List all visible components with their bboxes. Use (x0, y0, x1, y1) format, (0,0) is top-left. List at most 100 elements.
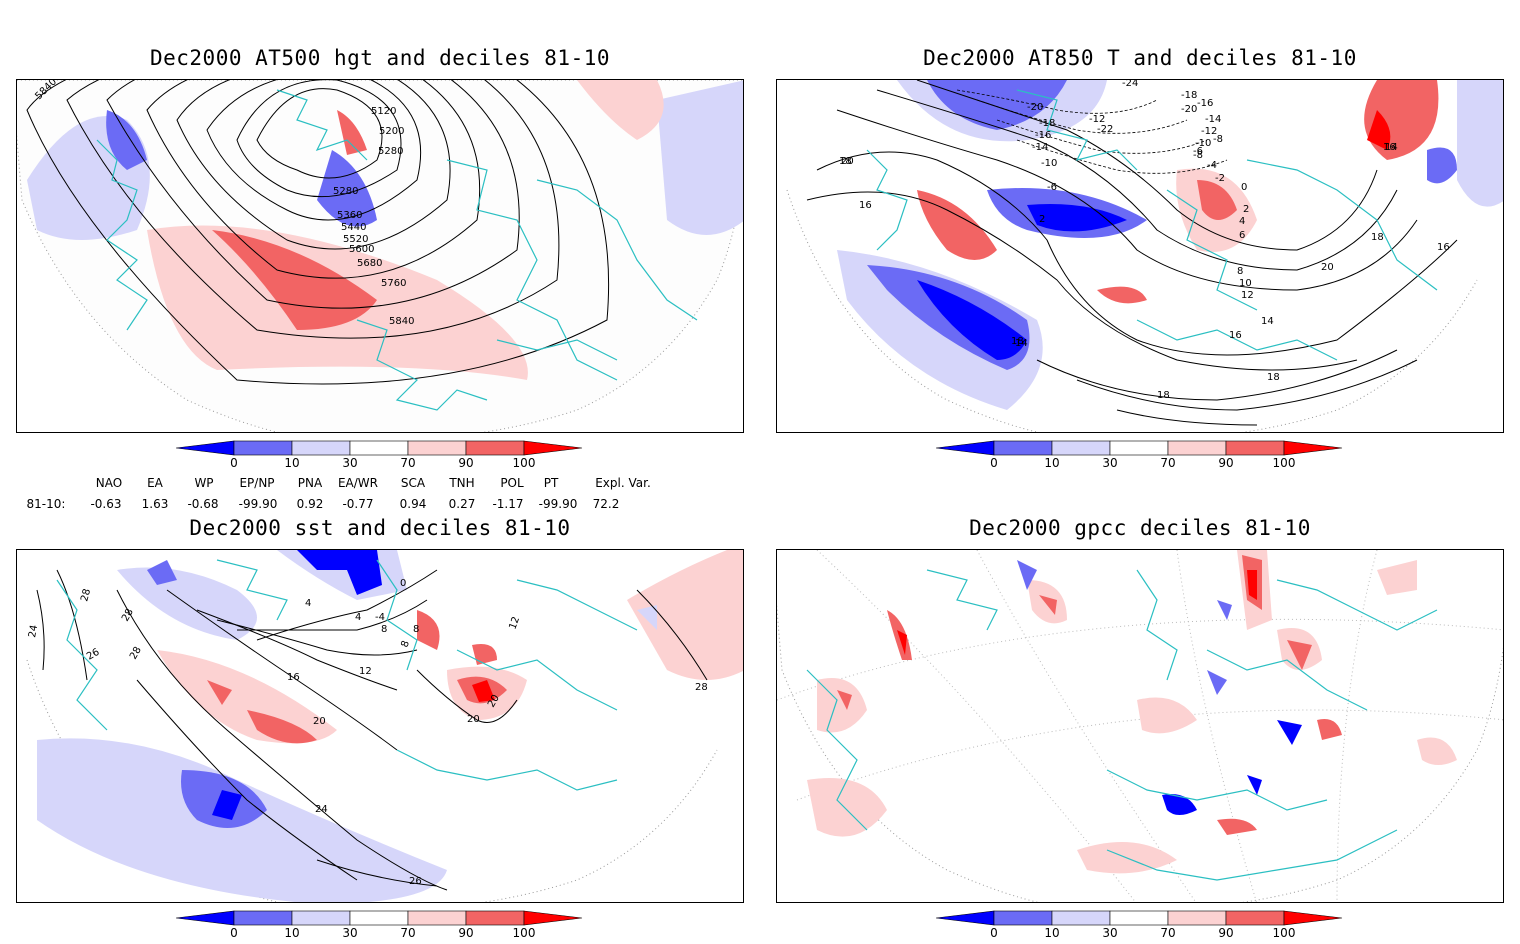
panel-2-map: -24 -20 -18 -16 -14 -12 -10 -8 -6 -4 -2 … (776, 79, 1504, 433)
colorbar-3-label: 90 (458, 926, 474, 940)
colorbar-segment (349, 910, 409, 926)
p2-contour-label: 16 (859, 200, 872, 211)
p2-contour-label: -14 (1032, 142, 1048, 153)
p2-contour-label: -16 (1035, 130, 1051, 141)
panel-1-title: Dec2000 AT500 hgt and deciles 81-10 (149, 46, 610, 70)
colorbar-1-label: 90 (458, 456, 474, 470)
p3-contour-label: 20 (313, 716, 326, 727)
p1-contour-label: 5680 (357, 258, 382, 269)
index-value: -1.17 (492, 497, 524, 511)
p2-contour-label: -2 (1215, 173, 1225, 184)
colorbar-high-triangle (1283, 910, 1343, 926)
colorbar-4-label: 30 (1102, 926, 1118, 940)
p2-contour-label: 18 (1157, 390, 1170, 401)
p2-contour-label: -16 (1197, 98, 1213, 109)
panel-4-title: Dec2000 gpcc deciles 81-10 (969, 516, 1311, 540)
p3-contour-label: 16 (287, 672, 300, 683)
p2-contour-label: 16 (1229, 330, 1242, 341)
p2-contour-label: -6 (1047, 182, 1057, 193)
colorbar-low-triangle (176, 910, 235, 926)
panel-2-map-graphic: -24 -20 -18 -16 -14 -12 -10 -8 -6 -4 -2 … (786, 80, 1503, 432)
colorbar-segment (1051, 910, 1111, 926)
p2-contour-label: 16 (1437, 242, 1450, 253)
colorbar-4-label: 10 (1044, 926, 1060, 940)
p2-contour-label: 20 (1321, 262, 1334, 273)
colorbar-low-triangle (936, 910, 995, 926)
p2-contour-label: -24 (1122, 80, 1138, 89)
p1-contour-label: 5760 (381, 278, 406, 289)
p1-contour-label: 5360 (337, 210, 362, 221)
colorbar-4-label: 0 (990, 926, 998, 940)
colorbar-3-label: 70 (400, 926, 416, 940)
colorbar-1-label: 70 (400, 456, 416, 470)
p3-contour-label: 8 (381, 624, 387, 635)
p2-contour-label: 2 (1243, 204, 1249, 215)
colorbar-2-label: 10 (1044, 456, 1060, 470)
p3-contour-label: 28 (128, 645, 144, 662)
colorbar-2-label: 100 (1272, 456, 1296, 470)
p1-contour-label: 5200 (379, 126, 404, 137)
p2-contour-label: -18 (1039, 118, 1055, 129)
colorbar-segment (1167, 910, 1227, 926)
colorbar-1-scale (176, 440, 583, 456)
p3-contour-label: 26 (409, 876, 422, 887)
p2-contour-label: -20 (1027, 102, 1043, 113)
p2-contour-label: 16 (1383, 142, 1396, 153)
colorbar-segment (465, 910, 525, 926)
p2-contour-label: -8 (1213, 134, 1223, 145)
p2-contour-label: 18 (1011, 336, 1024, 347)
index-header: WP (194, 476, 214, 490)
p2-contour-label: 8 (1237, 266, 1243, 277)
colorbar-segment (233, 910, 293, 926)
p1-contour-label: 5120 (371, 106, 396, 117)
p1-contour-label: 5600 (349, 244, 374, 255)
index-value: 72.2 (592, 497, 620, 511)
index-header: TNH (449, 476, 475, 490)
colorbar-segment (1167, 440, 1227, 456)
index-header: PT (543, 476, 559, 490)
colorbar-segment (1225, 910, 1285, 926)
p2-contour-label: -8 (1193, 150, 1203, 161)
colorbar-segment (1109, 440, 1169, 456)
p2-contour-label: 14 (1385, 142, 1398, 153)
index-header: SCA (400, 476, 426, 490)
index-value: -0.63 (90, 497, 122, 511)
teleconnection-indices: NAO EA WP EP/NP PNA EA/WR SCA TNH POL PT… (0, 474, 760, 514)
p1-contour-label: 5840 (389, 316, 414, 327)
p3-contour-label: 24 (315, 804, 328, 815)
colorbar-segment (291, 910, 351, 926)
colorbar-1-label: 30 (342, 456, 358, 470)
colorbar-4-scale (936, 910, 1343, 926)
p2-contour-label: 4 (1239, 216, 1245, 227)
colorbar-segment (291, 440, 351, 456)
colorbar-3-label: 0 (230, 926, 238, 940)
index-value: 0.94 (399, 497, 427, 511)
p2-contour-label: 14 (1015, 338, 1028, 349)
colorbar-3-label: 10 (284, 926, 300, 940)
colorbar-1: 0 10 30 70 90 100 (176, 440, 596, 474)
p2-contour-label: 12 (1241, 290, 1254, 301)
index-value: -99.90 (238, 497, 278, 511)
colorbar-3-scale (176, 910, 583, 926)
colorbar-4-label: 70 (1160, 926, 1176, 940)
p2-contour-label: -12 (1201, 126, 1217, 137)
index-header: NAO (95, 476, 123, 490)
p3-contour-label: 4 (305, 598, 311, 609)
colorbar-segment (1109, 910, 1169, 926)
p2-contour-label: 18 (1267, 372, 1280, 383)
colorbar-3: 0 10 30 70 90 100 (176, 910, 596, 944)
colorbar-1-label: 100 (512, 456, 536, 470)
p2-contour-label: -20 (1181, 104, 1197, 115)
p2-contour-label: 2 (1039, 214, 1045, 225)
p3-contour-label: 0 (400, 578, 406, 589)
panel-3-map: 28 24 26 28 0 4 4 8 12 16 20 24 26 28 -4… (16, 549, 744, 903)
index-header: EA/WR (337, 476, 379, 490)
index-header: Expl. Var. (595, 476, 651, 490)
index-header: POL (500, 476, 524, 490)
index-header: PNA (297, 476, 323, 490)
p3-contour-label: 28 (79, 588, 93, 603)
colorbar-3-label: 30 (342, 926, 358, 940)
index-value: -0.77 (342, 497, 374, 511)
p3-contour-label: -4 (375, 612, 385, 623)
colorbar-1-label: 0 (230, 456, 238, 470)
